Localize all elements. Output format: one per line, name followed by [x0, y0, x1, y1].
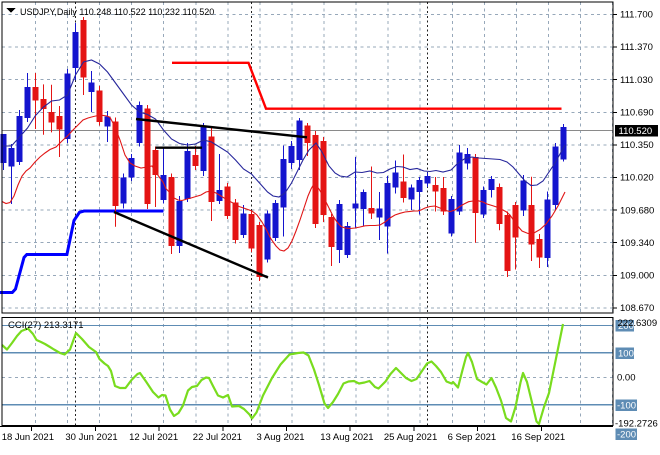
svg-text:12 Jul 2021: 12 Jul 2021	[129, 432, 178, 443]
svg-text:-200: -200	[617, 430, 636, 441]
svg-text:3 Aug 2021: 3 Aug 2021	[257, 432, 305, 443]
svg-text:-192.2726: -192.2726	[615, 418, 658, 429]
svg-text:110.020: 110.020	[620, 173, 654, 184]
svg-text:16 Sep 2021: 16 Sep 2021	[511, 432, 565, 443]
svg-text:6 Sep 2021: 6 Sep 2021	[448, 432, 497, 443]
svg-text:109.340: 109.340	[620, 238, 654, 249]
svg-text:100: 100	[618, 348, 634, 359]
svg-text:200: 200	[618, 321, 634, 332]
svg-text:111.030: 111.030	[620, 75, 653, 86]
svg-text:30 Jun 2021: 30 Jun 2021	[65, 432, 117, 443]
svg-text:CCI(27) 213.3171: CCI(27) 213.3171	[8, 320, 84, 331]
svg-text:110.520: 110.520	[619, 126, 653, 137]
svg-text:222.6309: 222.6309	[618, 318, 658, 329]
svg-text:0.00: 0.00	[617, 373, 636, 384]
svg-text:13 Aug 2021: 13 Aug 2021	[320, 432, 373, 443]
svg-text:108.670: 108.670	[620, 303, 654, 314]
svg-text:18 Jun 2021: 18 Jun 2021	[2, 432, 54, 443]
svg-text:USDJPY,Daily 110.248 110.522 1: USDJPY,Daily 110.248 110.522 110.232 110…	[20, 7, 214, 17]
svg-text:109.680: 109.680	[620, 205, 654, 216]
svg-text:111.370: 111.370	[620, 42, 653, 53]
svg-text:109.000: 109.000	[620, 271, 654, 282]
svg-text:-100: -100	[617, 400, 636, 411]
svg-text:111.700: 111.700	[620, 10, 653, 21]
svg-text:25 Aug 2021: 25 Aug 2021	[384, 432, 437, 443]
svg-text:22 Jul 2021: 22 Jul 2021	[193, 432, 242, 443]
svg-text:110.690: 110.690	[620, 108, 654, 119]
svg-text:110.350: 110.350	[620, 140, 654, 151]
